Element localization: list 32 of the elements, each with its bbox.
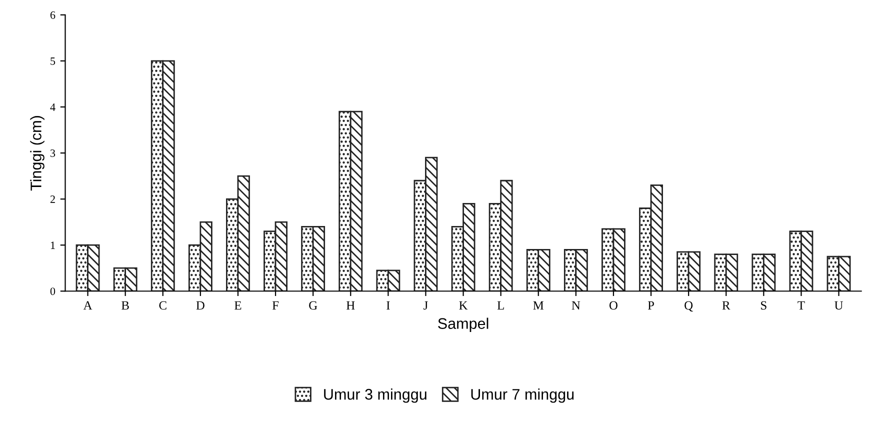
y-tick-label: 3 [50, 149, 56, 157]
x-tick-label: U [834, 301, 844, 310]
x-tick-label: E [234, 301, 242, 310]
x-tick-label: F [272, 301, 279, 310]
y-tick-label: 6 [50, 11, 56, 19]
y-tick-label: 5 [50, 57, 56, 65]
x-tick-label: C [159, 301, 166, 310]
legend-label: Umur 3 minggu [324, 388, 426, 403]
x-tick-label: T [798, 301, 805, 310]
x-tick-label: B [122, 301, 129, 310]
x-tick-label: K [459, 301, 468, 310]
x-tick-label: L [497, 301, 504, 310]
x-tick-label: H [346, 301, 355, 310]
y-tick-label: 4 [50, 104, 56, 111]
x-tick-label: O [609, 301, 618, 310]
x-tick-label: S [761, 301, 766, 310]
x-axis-title: Sampel [438, 318, 488, 332]
legend-label: Umur 7 minggu [471, 388, 574, 403]
x-tick-label: M [533, 301, 544, 310]
x-tick-label: A [83, 301, 92, 310]
y-axis-title: Tinggi (cm) [30, 116, 44, 191]
x-tick-label: D [196, 301, 204, 310]
x-tick-label: Q [684, 301, 693, 312]
y-tick-label: 2 [50, 196, 55, 203]
x-tick-label: J [424, 301, 428, 310]
y-tick-label: 1 [50, 242, 55, 249]
y-tick-label: 0 [50, 288, 56, 296]
x-tick-label: G [309, 301, 318, 310]
x-tick-label: P [648, 301, 654, 310]
x-tick-label: R [722, 301, 730, 310]
x-tick-label: N [572, 301, 580, 310]
x-tick-label: I [386, 301, 390, 310]
